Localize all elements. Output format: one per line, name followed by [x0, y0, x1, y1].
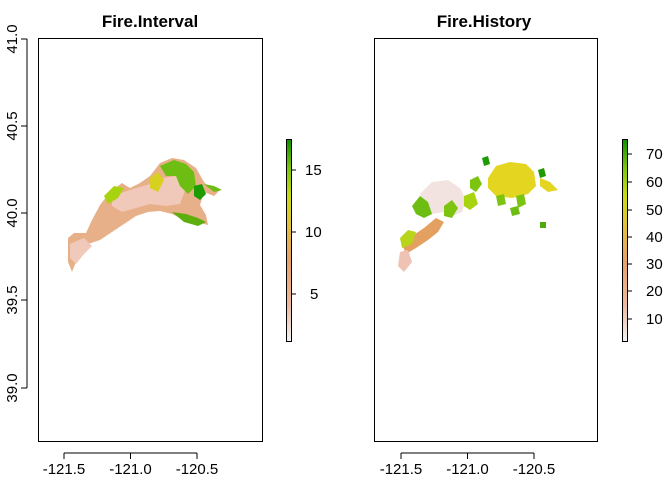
raster-green-patch: [104, 186, 124, 204]
legend-color-bar: [286, 139, 292, 342]
panel-title: Fire.Interval: [102, 12, 198, 31]
legend-tick-label: 30: [646, 256, 663, 273]
y-tick-label: 40.0: [4, 198, 21, 227]
panel-fire-history: Fire.History -121.5: [374, 12, 663, 478]
raster-green-patch: [172, 212, 206, 226]
raster-dark-green-patch: [194, 184, 206, 200]
y-tick-label: 39.5: [4, 285, 21, 314]
raster-yellow-patch: [150, 172, 164, 192]
plot-frame: [38, 38, 263, 442]
raster-green-patch: [470, 176, 482, 192]
x-tick-label: -120.5: [176, 461, 219, 478]
panel-title: Fire.History: [437, 12, 532, 31]
raster-tail: [204, 184, 222, 192]
raster-yellow-patch: [488, 162, 536, 198]
raster-map: [68, 158, 222, 272]
x-tick-label: -121.5: [380, 461, 423, 478]
raster-pale-patch: [112, 176, 186, 212]
raster-pale-patch: [398, 250, 412, 272]
raster-green-patch: [510, 206, 520, 216]
legend-tick-label: 10: [305, 224, 322, 241]
raster-area: [68, 158, 220, 272]
raster-tan-patch: [402, 218, 444, 254]
x-tick-label: -121.0: [446, 461, 489, 478]
x-tick-label: -121.5: [43, 461, 86, 478]
x-tick-label: -121.0: [109, 461, 152, 478]
raster-green-patch: [412, 196, 432, 218]
x-axis: -121.5 -121.0 -120.5: [43, 452, 219, 478]
legend-tick-label: 20: [646, 283, 663, 300]
raster-map: [398, 156, 558, 272]
legend-tick-label: 15: [305, 162, 322, 179]
legend-tick-label: 70: [646, 146, 663, 163]
raster-green-patch: [444, 200, 458, 218]
y-tick-label: 39.0: [4, 373, 21, 402]
panel-fire-interval: Fire.Interval -121.5 -121.0 -120.5: [4, 12, 322, 478]
raster-dark-green-patch: [538, 168, 546, 178]
legend-tick-label: 5: [310, 286, 318, 303]
color-legend: 10 20 30 40 50 60 70: [622, 139, 663, 342]
raster-dark-green-patch: [540, 222, 546, 228]
legend-tick-label: 10: [646, 311, 663, 328]
raster-yellow-patch: [540, 178, 558, 192]
raster-pale-patch: [70, 238, 92, 264]
x-axis: -121.5 -121.0 -120.5: [380, 452, 556, 478]
raster-dark-green-patch: [482, 156, 490, 166]
legend-tick-label: 40: [646, 229, 663, 246]
raster-green-patch: [496, 194, 506, 206]
x-tick-label: -120.5: [513, 461, 556, 478]
y-tick-label: 41.0: [4, 24, 21, 53]
plot-frame: [374, 38, 598, 442]
y-axis: 39.0 39.5 40.0 40.5 41.0: [4, 24, 28, 403]
raster-green-patch: [464, 192, 478, 210]
raster-green-patch: [160, 160, 196, 194]
raster-yellow-patch: [400, 230, 416, 248]
legend-color-bar: [622, 139, 628, 342]
legend-tick-label: 50: [646, 202, 663, 219]
legend-tick-label: 60: [646, 174, 663, 191]
raster-green-patch: [516, 194, 526, 208]
y-tick-label: 40.5: [4, 111, 21, 140]
color-legend: 5 10 15: [286, 139, 322, 342]
